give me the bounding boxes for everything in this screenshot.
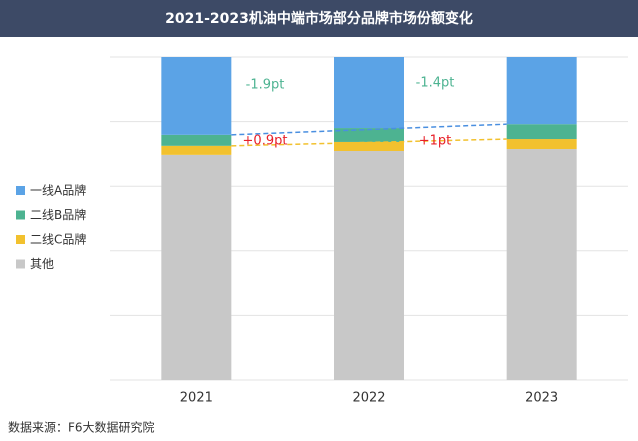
- source: 数据来源：F6大数据研究院: [8, 420, 155, 435]
- x-tick-label: 2022: [352, 391, 385, 406]
- x-tick-label: 2021: [180, 391, 213, 406]
- legend-label: 一线A品牌: [30, 184, 86, 198]
- legend-swatch: [16, 210, 25, 220]
- annotation: +1pt: [419, 134, 452, 149]
- legend-label: 其他: [30, 257, 54, 271]
- x-tick-label: 2023: [525, 391, 558, 406]
- annotation: -1.9pt: [246, 78, 285, 93]
- bar-segment: [506, 57, 577, 125]
- annotation: +0.9pt: [243, 134, 288, 149]
- trend-line: [231, 123, 507, 136]
- legend-swatch: [16, 259, 25, 269]
- annotation: -1.4pt: [416, 76, 455, 91]
- chart-title: 2021-2023机油中端市场部分品牌市场份额变化: [165, 10, 473, 27]
- bar-segment: [161, 154, 232, 380]
- bar-segment: [334, 150, 404, 380]
- bar-segment: [334, 128, 404, 142]
- legend-label: 二线C品牌: [30, 233, 86, 247]
- bar-segment: [161, 145, 232, 155]
- bar-segment: [334, 57, 404, 129]
- bar-segment: [161, 134, 232, 146]
- legend-swatch: [16, 186, 25, 195]
- trend-line: [231, 138, 507, 147]
- bar-segment: [506, 124, 577, 140]
- bar-segment: [334, 141, 404, 151]
- legend-label: 二线B品牌: [30, 208, 86, 222]
- title-bar: [0, 0, 638, 37]
- bar-segment: [506, 149, 577, 380]
- bar-segment: [161, 57, 232, 135]
- legend-swatch: [16, 235, 25, 244]
- bar-segment: [506, 139, 577, 150]
